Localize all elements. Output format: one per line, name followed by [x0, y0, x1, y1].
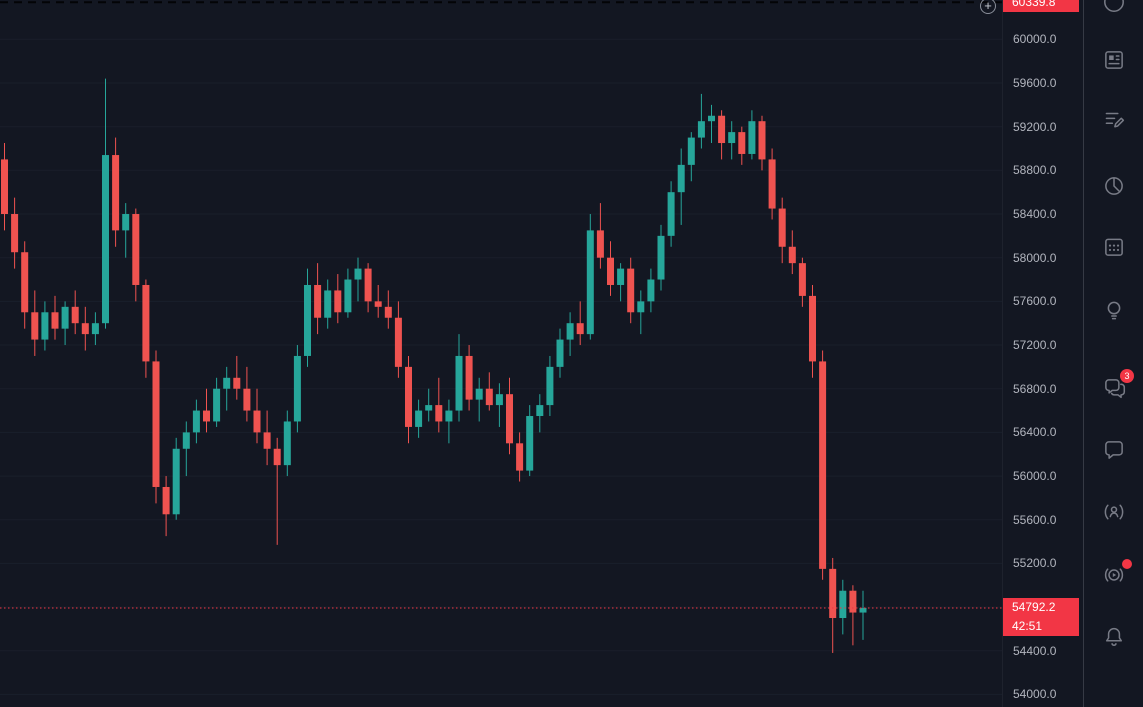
last-price: 54792.2: [1012, 599, 1056, 614]
toolbar-button-private-chats[interactable]: 3: [1092, 366, 1136, 410]
price-axis-label: 56800.0: [1013, 381, 1057, 396]
price-axis-label: 60000.0: [1013, 32, 1057, 47]
price-axis-label: 59200.0: [1013, 119, 1057, 134]
toolbar-button-notifications[interactable]: [1092, 615, 1136, 659]
price-axis-label: 56000.0: [1013, 469, 1057, 484]
lightbulb-icon: [1107, 301, 1121, 320]
toolbar-button-hotlists[interactable]: [1092, 164, 1136, 208]
toolbar-button-top-cropped[interactable]: [1092, 0, 1136, 24]
price-axis-label: 57200.0: [1013, 338, 1057, 352]
calendar-icon: [1105, 238, 1123, 256]
toolbar-button-public-chat[interactable]: [1092, 428, 1136, 472]
streams-icon: [1104, 504, 1124, 520]
unread-count-badge: 3: [1120, 369, 1134, 383]
price-axis-label: 54400.0: [1013, 643, 1057, 658]
price-axis-label: 55600.0: [1013, 512, 1057, 527]
chart-area[interactable]: +: [0, 0, 1002, 707]
bar-countdown: 42:51: [1012, 618, 1043, 633]
toolbar-button-streams[interactable]: [1092, 490, 1136, 534]
price-axis-label: 57600.0: [1013, 294, 1057, 309]
price-axis-label: 58800.0: [1013, 163, 1057, 178]
candlestick-chart[interactable]: [0, 0, 1002, 707]
toolbar-button-live-streams[interactable]: [1092, 553, 1136, 597]
chat-bubble-icon: [1105, 441, 1123, 459]
right-toolbar: 3: [1083, 0, 1143, 707]
price-axis-label: 58000.0: [1013, 250, 1057, 265]
toolbar-button-calendar[interactable]: [1092, 225, 1136, 269]
toolbar-button-my-ideas[interactable]: [1092, 98, 1136, 142]
high-price-label: 60339.8: [1003, 0, 1079, 13]
live-indicator-dot: [1122, 559, 1132, 569]
price-axis-label: 54000.0: [1013, 687, 1057, 702]
chats-icon: [1105, 379, 1126, 399]
price-axis-label: 58400.0: [1013, 207, 1057, 221]
price-axis[interactable]: 60000.0 59600.0 59200.0 58800.0 58400.0 58000…: [1002, 0, 1083, 707]
partial-circle-icon: [1104, 0, 1124, 12]
edit-list-icon: [1105, 112, 1125, 128]
current-price-label: 54792.2 42:51: [1003, 597, 1079, 636]
add-order-plus-button[interactable]: +: [980, 0, 996, 14]
pie-chart-icon: [1105, 177, 1123, 195]
price-axis-label: 55200.0: [1013, 556, 1057, 571]
news-icon: [1105, 51, 1123, 69]
toolbar-button-news[interactable]: [1092, 38, 1136, 82]
bell-icon: [1105, 627, 1123, 646]
price-axis-label: 56400.0: [1013, 425, 1057, 440]
live-streams-icon: [1104, 568, 1124, 582]
price-axis-label: 59600.0: [1013, 76, 1057, 90]
toolbar-button-ideas[interactable]: [1092, 288, 1136, 332]
